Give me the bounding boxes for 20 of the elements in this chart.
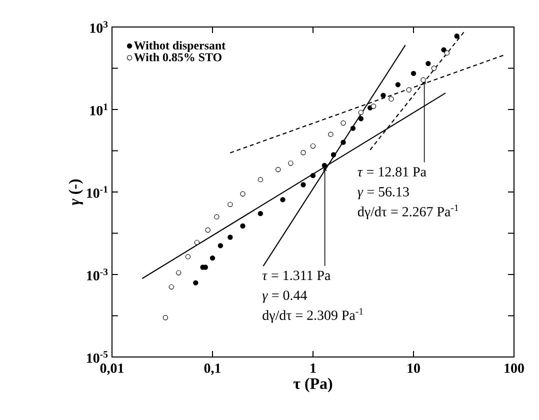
annotation: dγ/dτ = 2.267 Pa$^{-1}$ xyxy=(358,204,458,220)
legend-label: Withot dispersant xyxy=(134,41,226,52)
y-tick-label: 10$^{-1}$ xyxy=(87,186,108,198)
x-tick-label: 10 xyxy=(408,364,420,373)
x-tick-label: 1 xyxy=(310,364,316,373)
x-axis-title: τ (Pa) xyxy=(293,378,332,392)
x-tick-label: 0,1 xyxy=(204,364,220,375)
annotation: γ = 0.44 xyxy=(262,290,307,303)
y-tick-label: 10$^{3}$ xyxy=(90,21,108,33)
x-tick-label: 100 xyxy=(504,364,524,373)
y-tick-label: 10$^{-5}$ xyxy=(87,351,108,363)
legend-label: With 0.85% STO xyxy=(134,52,222,62)
y-tick-label: 10$^{1}$ xyxy=(90,104,108,116)
annotation: τ = 12.81 Pa xyxy=(358,167,426,177)
y-tick-label: 10$^{-3}$ xyxy=(87,268,108,280)
annotation: dγ/dτ = 2.309 Pa$^{-1}$ xyxy=(262,308,363,323)
y-axis-title: γ (-) xyxy=(68,179,84,206)
x-tick-label: 0,01 xyxy=(100,364,124,375)
annotation: τ = 1.311 Pa xyxy=(262,270,330,280)
annotation: γ = 56.13 xyxy=(358,187,409,200)
